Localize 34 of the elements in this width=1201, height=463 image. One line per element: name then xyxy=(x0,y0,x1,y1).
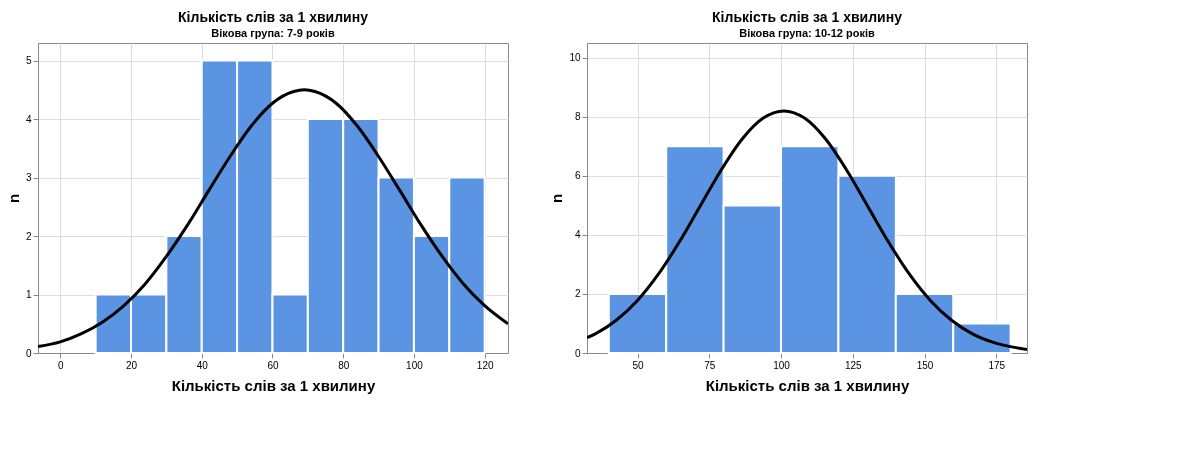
x-tick-label: 100 xyxy=(773,359,791,371)
y-tick-label: 8 xyxy=(574,111,581,123)
x-tick-label: 120 xyxy=(476,359,494,371)
chart-title: Кількість слів за 1 хвилину xyxy=(178,9,369,25)
y-axis-title: n xyxy=(548,193,566,204)
x-tick-label: 75 xyxy=(704,359,716,371)
x-tick-label: 150 xyxy=(916,359,934,371)
y-axis-title: n xyxy=(4,193,22,204)
y-tick-label: 3 xyxy=(25,172,32,184)
y-tick-label: 6 xyxy=(574,170,581,182)
chart-subtitle: Вікова група: 10-12 років xyxy=(739,27,876,39)
x-tick-label: 0 xyxy=(58,359,64,371)
x-tick-label: 60 xyxy=(267,359,279,371)
y-tick-label: 0 xyxy=(574,347,581,359)
y-tick-label: 2 xyxy=(574,288,581,300)
chart-title: Кількість слів за 1 хвилину xyxy=(712,9,903,25)
chart-subtitle: Вікова група: 7-9 років xyxy=(211,27,335,39)
x-tick-label: 20 xyxy=(125,359,138,371)
x-tick-label: 125 xyxy=(844,359,863,371)
line-series xyxy=(38,88,508,349)
x-axis-title: Кількість слів за 1 хвилину xyxy=(171,376,376,394)
x-axis-title: Кількість слів за 1 хвилину xyxy=(705,376,910,394)
x-tick-label: 50 xyxy=(632,359,645,371)
y-tick-label: 5 xyxy=(25,55,32,67)
y-tick-label: 4 xyxy=(25,113,32,125)
y-tick-label: 4 xyxy=(574,229,581,241)
x-tick-label: 175 xyxy=(988,359,1006,371)
x-tick-label: 100 xyxy=(406,359,424,371)
y-tick-label: 1 xyxy=(25,289,32,301)
y-tick-label: 2 xyxy=(25,230,32,242)
y-tick-label: 0 xyxy=(25,347,32,359)
x-tick-label: 80 xyxy=(338,359,350,371)
y-tick-label: 10 xyxy=(569,52,581,64)
x-tick-label: 40 xyxy=(196,359,209,371)
